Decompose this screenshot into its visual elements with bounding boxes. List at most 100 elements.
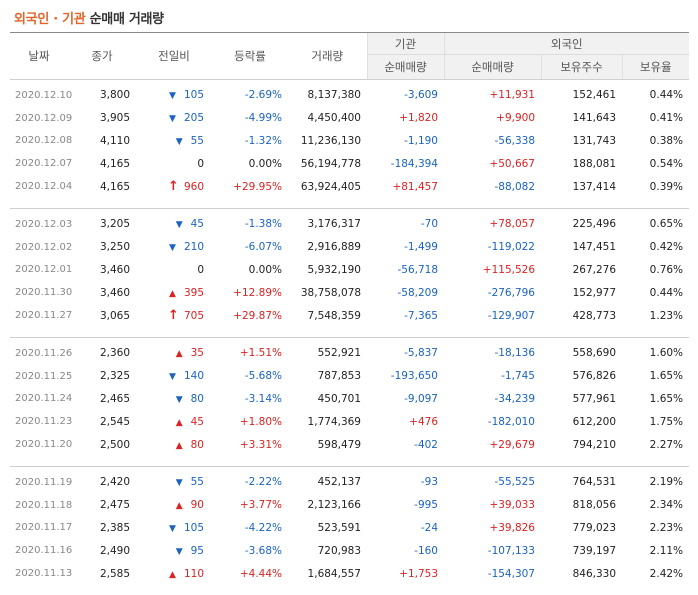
cell-rate: -2.22%: [244, 476, 282, 489]
col-header-inst-net: 순매매량: [366, 54, 444, 80]
cell-close: 2,545: [99, 415, 130, 428]
cell-volume: 450,701: [317, 392, 361, 405]
cell-rate: +29.87%: [233, 309, 282, 322]
cell-foreign-ratio: 0.76%: [649, 263, 684, 276]
cell-volume: 38,758,078: [300, 286, 361, 299]
cell-foreign-ratio: 2.11%: [649, 544, 684, 557]
cell-close: 2,360: [99, 347, 130, 360]
cell-foreign-hold: 152,461: [572, 89, 616, 102]
cell-foreign-net: -129,907: [487, 309, 535, 322]
table-row: 2020.11.25 2,325 ▼ 140 -5.68% 787,853 -193,650…: [10, 365, 689, 388]
cell-change: ▲ 110: [136, 562, 212, 585]
col-header-volume: 거래량: [288, 32, 367, 80]
change-value: 80: [190, 392, 204, 405]
cell-change: ▼ 55: [136, 471, 212, 494]
cell-foreign-net: +9,900: [496, 112, 535, 125]
triangle-up-icon: ▲: [175, 501, 183, 512]
table-row: 2020.11.16 2,490 ▼ 95 -3.68% 720,983 -160 -107,…: [10, 539, 689, 562]
cell-inst-net: -24: [420, 521, 438, 534]
cell-foreign-net: -34,239: [494, 392, 535, 405]
change-value: 140: [183, 370, 204, 383]
cell-change: ▲ 80: [136, 433, 212, 456]
cell-foreign-net: -55,525: [494, 476, 535, 489]
triangle-down-icon: ▼: [175, 220, 183, 231]
cell-foreign-net: +115,526: [482, 263, 535, 276]
cell-inst-net: -995: [414, 499, 438, 512]
table-row: 2020.11.13 2,585 ▲ 110 +4.44% 1,684,557 +1,753…: [10, 562, 689, 585]
cell-close: 2,420: [99, 476, 130, 489]
col-header-close: 종가: [68, 32, 136, 80]
table-row: 2020.12.03 3,205 ▼ 45 -1.38% 3,176,317 -70 +78,…: [10, 213, 689, 236]
cell-change: ↑ 705: [136, 304, 212, 327]
investor-trade-table: 날짜 종가 전일비 등락률 거래량 기관 외국인 순매매량 순매매량 보유주수 …: [10, 32, 690, 585]
cell-foreign-ratio: 0.65%: [649, 218, 684, 231]
cell-volume: 8,137,380: [307, 89, 361, 102]
change-value: 395: [183, 286, 204, 299]
cell-foreign-hold: 764,531: [572, 476, 616, 489]
cell-date: 2020.11.16: [15, 545, 73, 557]
cell-date: 2020.12.08: [15, 135, 73, 147]
cell-foreign-hold: 577,961: [572, 392, 616, 405]
change-value: 95: [190, 544, 204, 557]
cell-date: 2020.11.30: [15, 287, 73, 299]
cell-rate: +12.89%: [233, 286, 282, 299]
triangle-down-icon: ▼: [169, 372, 176, 383]
cell-volume: 452,137: [317, 476, 361, 489]
cell-date: 2020.12.07: [15, 158, 73, 170]
cell-inst-net: -402: [414, 438, 438, 451]
cell-date: 2020.11.19: [15, 476, 73, 488]
table-row: 2020.12.09 3,905 ▼ 205 -4.99% 4,450,400 +1,820…: [10, 107, 689, 130]
cell-volume: 598,479: [317, 438, 361, 451]
table-row: 2020.12.08 4,110 ▼ 55 -1.32% 11,236,130 -1,190…: [10, 130, 689, 153]
cell-close: 3,205: [99, 218, 130, 231]
change-value: 80: [190, 438, 204, 451]
cell-foreign-ratio: 0.42%: [649, 241, 684, 254]
cell-change: ▼ 105: [136, 84, 212, 107]
cell-foreign-ratio: 2.27%: [649, 438, 684, 451]
table-row: 2020.11.20 2,500 ▲ 80 +3.31% 598,479 -402 +29,6…: [10, 433, 689, 456]
triangle-up-icon: ▲: [169, 288, 176, 299]
cell-volume: 2,123,166: [307, 499, 361, 512]
cell-rate: -3.68%: [244, 544, 282, 557]
cell-foreign-net: -18,136: [494, 347, 535, 360]
cell-foreign-net: -182,010: [487, 415, 535, 428]
cell-rate: -1.38%: [244, 218, 282, 231]
cell-change: ▼ 205: [136, 107, 212, 130]
triangle-down-icon: ▼: [175, 394, 183, 405]
cell-foreign-ratio: 1.60%: [649, 347, 684, 360]
cell-foreign-net: +39,033: [489, 499, 535, 512]
change-value: 705: [183, 310, 204, 323]
cell-inst-net: -9,097: [404, 392, 438, 405]
cell-date: 2020.11.17: [15, 522, 73, 534]
cell-change: ▼ 210: [136, 236, 212, 259]
cell-date: 2020.12.02: [15, 241, 73, 253]
cell-close: 3,250: [99, 241, 130, 254]
cell-close: 2,465: [99, 392, 130, 405]
triangle-down-icon: ▼: [175, 136, 183, 147]
triangle-up-icon: ▲: [175, 417, 183, 428]
cell-close: 3,460: [99, 286, 130, 299]
cell-foreign-hold: 846,330: [572, 567, 616, 580]
triangle-down-icon: ▼: [175, 478, 183, 489]
change-value: 0: [197, 263, 204, 276]
table-body: 2020.12.10 3,800 ▼ 105 -2.69% 8,137,380 -3,609…: [10, 80, 690, 585]
cell-foreign-hold: 137,414: [572, 180, 616, 193]
cell-volume: 1,684,557: [307, 567, 361, 580]
triangle-up-icon: ▲: [175, 440, 183, 451]
cell-close: 4,110: [99, 134, 130, 147]
table-row: 2020.12.07 4,165 0 0.00% 56,194,778 -184,394 +…: [10, 152, 689, 175]
cell-change: ▼ 45: [136, 213, 212, 236]
table-row: 2020.11.26 2,360 ▲ 35 +1.51% 552,921 -5,837 -18…: [10, 342, 689, 365]
cell-change: ▲ 35: [136, 342, 212, 365]
cell-inst-net: -56,718: [397, 263, 438, 276]
cell-inst-net: -160: [414, 544, 438, 557]
cell-rate: -3.14%: [244, 392, 282, 405]
section-title-highlight: 외국인 · 기관: [14, 12, 86, 27]
cell-foreign-ratio: 2.23%: [649, 521, 684, 534]
cell-foreign-ratio: 0.44%: [649, 89, 684, 102]
cell-volume: 7,548,359: [307, 309, 361, 322]
cell-date: 2020.11.18: [15, 499, 73, 511]
cell-foreign-hold: 131,743: [572, 134, 616, 147]
cell-foreign-ratio: 1.65%: [649, 392, 684, 405]
